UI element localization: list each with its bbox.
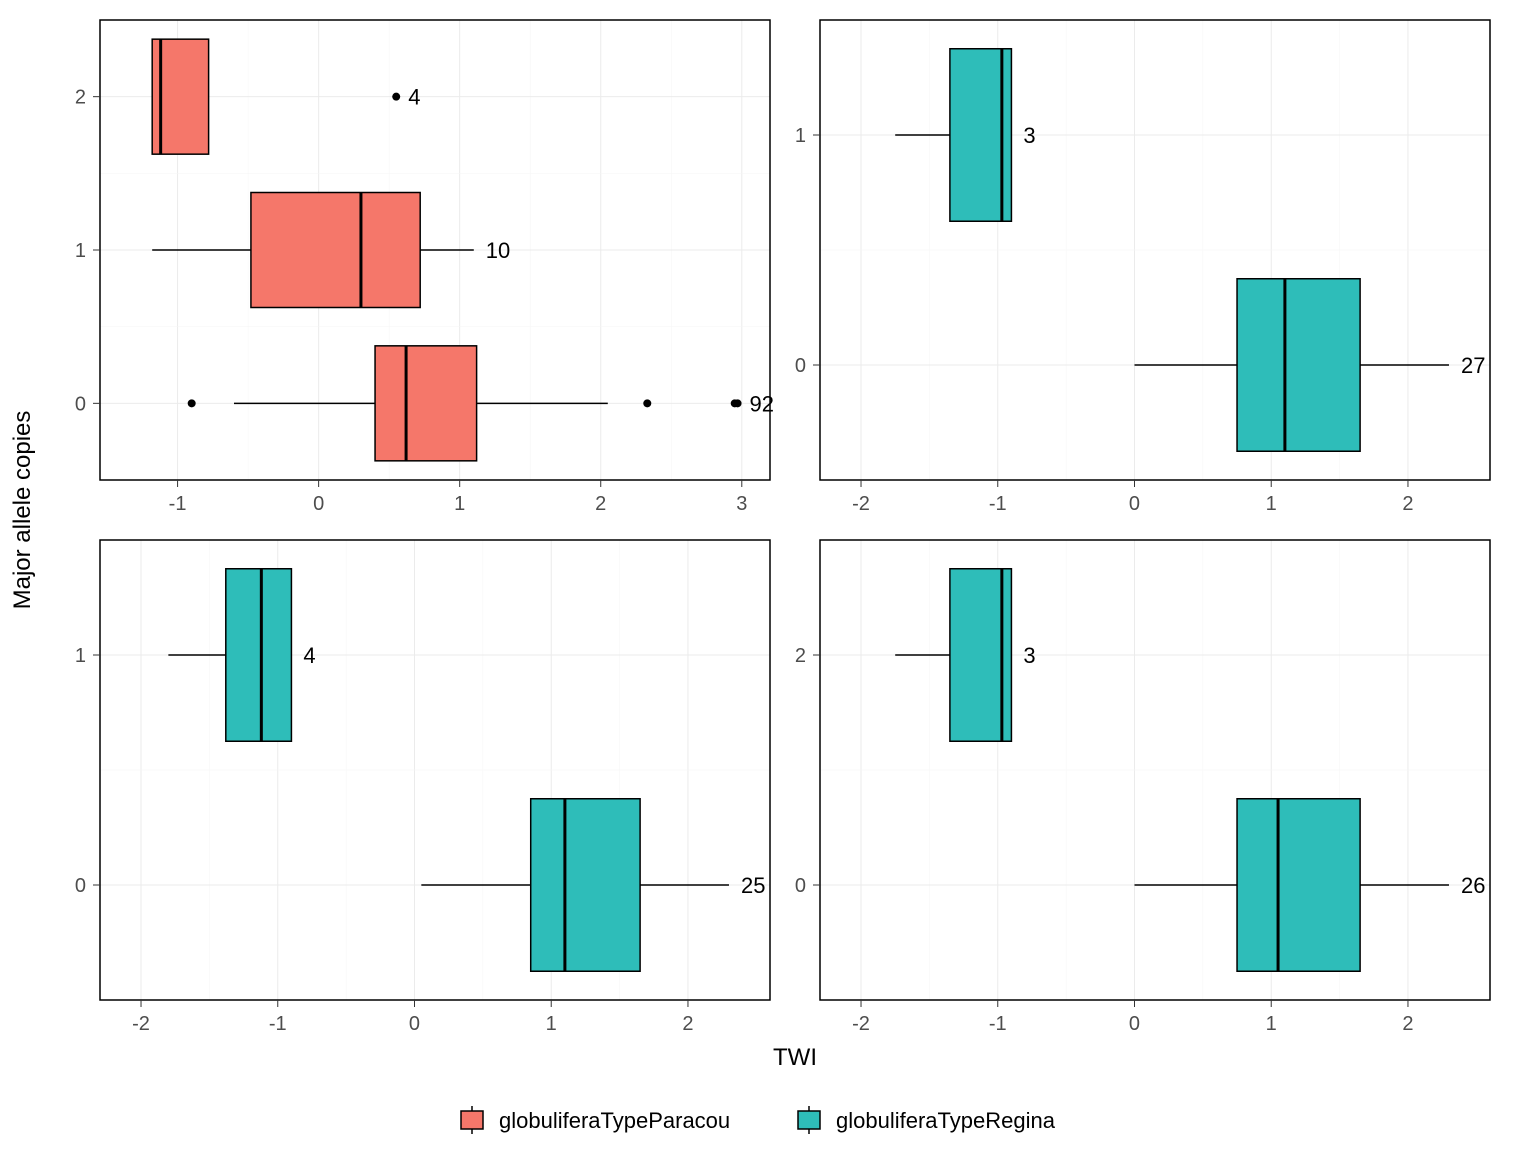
legend-key-box — [461, 1111, 483, 1129]
x-tick-label: 2 — [682, 1013, 693, 1035]
x-axis: -2 -1 0 1 2 — [132, 1000, 693, 1035]
boxplot-box — [1237, 799, 1360, 972]
y-tick-label: 0 — [75, 393, 86, 415]
facet-svg: 41092-10123012327-2-101201425-2-10120132… — [0, 0, 1536, 1152]
facet-panel: 327-2-101201 — [795, 20, 1490, 515]
y-axis: 02 — [795, 645, 820, 897]
x-axis: -2 -1 0 1 2 — [852, 480, 1413, 515]
outlier-point — [643, 399, 651, 407]
legend-key-box — [798, 1111, 820, 1129]
count-label: 3 — [1023, 643, 1035, 668]
count-label: 26 — [1461, 873, 1485, 898]
x-tick-label: 3 — [736, 493, 747, 515]
x-tick-label: -1 — [269, 1013, 287, 1035]
facet-panel: 326-2-101202 — [795, 540, 1490, 1035]
y-tick-label: 1 — [75, 645, 86, 667]
count-label: 10 — [486, 238, 510, 263]
count-label: 4 — [303, 643, 315, 668]
x-tick-label: -2 — [852, 1013, 870, 1035]
count-label: 27 — [1461, 353, 1485, 378]
x-tick-label: 1 — [546, 1013, 557, 1035]
legend-label: globuliferaTypeParacou — [499, 1108, 730, 1133]
count-label: 4 — [408, 85, 420, 110]
count-label: 3 — [1023, 123, 1035, 148]
boxplot-box — [226, 569, 292, 742]
boxplot-box — [1237, 279, 1360, 452]
boxplot-box — [375, 346, 477, 461]
y-axis: 0 1 2 — [75, 87, 100, 416]
x-tick-label: 2 — [1402, 1013, 1413, 1035]
x-tick-label: 1 — [1266, 1013, 1277, 1035]
y-tick-label: 2 — [75, 87, 86, 109]
boxplot-facet-figure: { "layout": { "width": 1536, "height": 1… — [0, 0, 1536, 1152]
x-tick-label: -1 — [169, 493, 187, 515]
legend-label: globuliferaTypeRegina — [836, 1108, 1056, 1133]
x-axis-title: TWI — [773, 1044, 817, 1071]
boxplot-box — [531, 799, 640, 972]
y-axis-title: Major allele copies — [9, 411, 36, 610]
x-tick-label: 2 — [595, 493, 606, 515]
x-axis: -2 -1 0 1 2 — [852, 1000, 1413, 1035]
count-label: 25 — [741, 873, 765, 898]
x-tick-label: 2 — [1402, 493, 1413, 515]
outlier-point — [188, 399, 196, 407]
x-tick-label: 1 — [1266, 493, 1277, 515]
y-axis: 01 — [75, 645, 100, 897]
x-tick-label: -1 — [989, 493, 1007, 515]
y-tick-label: 0 — [795, 355, 806, 377]
y-tick-label: 0 — [75, 875, 86, 897]
x-tick-label: -2 — [132, 1013, 150, 1035]
x-tick-label: -2 — [852, 493, 870, 515]
x-tick-label: 0 — [1129, 493, 1140, 515]
y-tick-label: 0 — [795, 875, 806, 897]
x-tick-label: 0 — [313, 493, 324, 515]
facet-panel: 425-2-101201 — [75, 540, 770, 1035]
x-tick-label: -1 — [989, 1013, 1007, 1035]
x-tick-label: 1 — [454, 493, 465, 515]
x-axis: -1 0 1 2 3 — [169, 480, 748, 515]
x-tick-label: 0 — [1129, 1013, 1140, 1035]
x-tick-label: 0 — [409, 1013, 420, 1035]
boxplot-box — [251, 193, 420, 308]
outlier-point — [734, 399, 742, 407]
y-axis: 01 — [795, 125, 820, 377]
y-tick-label: 1 — [795, 125, 806, 147]
y-tick-label: 1 — [75, 240, 86, 262]
outlier-point — [392, 93, 400, 101]
facet-panel: 41092-10123012 — [75, 20, 774, 515]
y-tick-label: 2 — [795, 645, 806, 667]
legend: globuliferaTypeParacou globuliferaTypeReg… — [455, 1106, 1056, 1134]
